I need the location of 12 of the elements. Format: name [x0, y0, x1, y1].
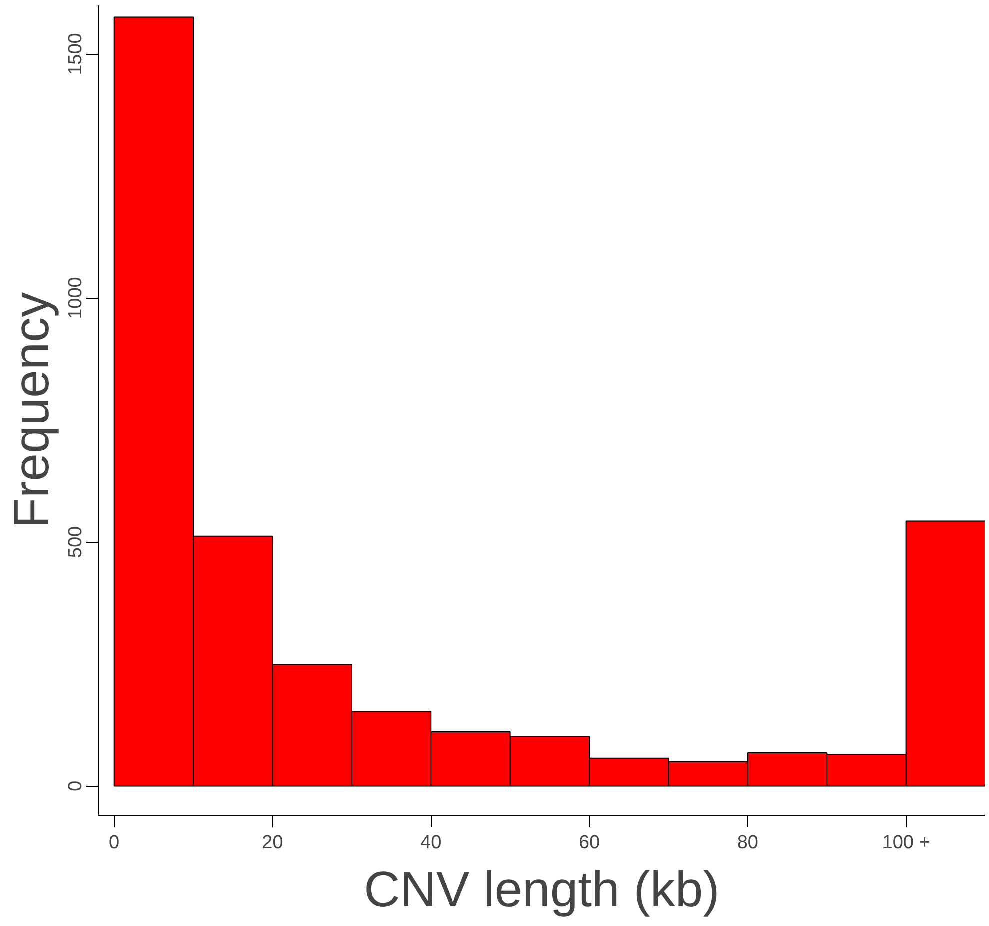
- x-tick-label: 60: [578, 832, 600, 854]
- y-tick-label: 1500: [66, 33, 86, 76]
- y-tick-label: 500: [66, 526, 86, 558]
- x-tick-label: 100 +: [882, 832, 930, 854]
- x-tick-label: 20: [262, 832, 284, 854]
- x-tick-label: 0: [109, 832, 120, 854]
- x-tick-label: 40: [420, 832, 442, 854]
- x-axis-title: CNV length (kb): [364, 862, 720, 918]
- y-axis-title: Frequency: [4, 292, 60, 529]
- y-tick-label: 1000: [66, 277, 86, 320]
- y-tick-label: 0: [66, 780, 86, 792]
- x-tick-label: 80: [737, 832, 758, 854]
